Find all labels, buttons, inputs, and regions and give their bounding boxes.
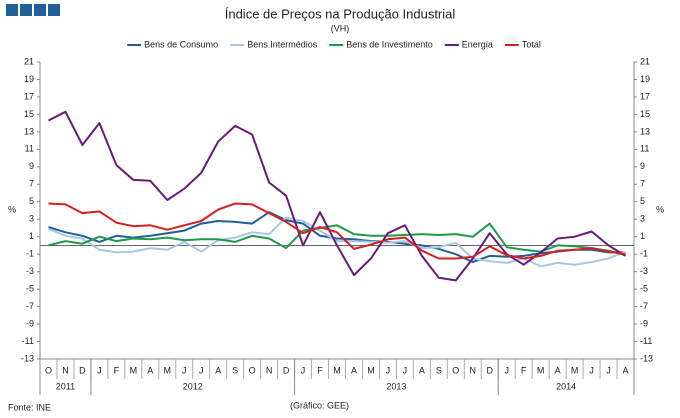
x-tick-label: A bbox=[215, 365, 221, 375]
y-tick-label: -13 bbox=[21, 353, 34, 363]
y-tick-label: -9 bbox=[26, 318, 34, 328]
y-tick-label: 17 bbox=[24, 91, 34, 101]
y-tick-label: 21 bbox=[24, 56, 34, 66]
x-tick-label: M bbox=[571, 365, 579, 375]
x-tick-label: O bbox=[452, 365, 459, 375]
y2-tick-label: -1 bbox=[640, 249, 648, 259]
y-tick-label: 3 bbox=[29, 214, 34, 224]
y2-tick-label: 17 bbox=[640, 91, 650, 101]
x-tick-label: M bbox=[130, 365, 138, 375]
year-label: 2012 bbox=[183, 381, 203, 391]
logo-block bbox=[34, 4, 46, 16]
logo-block bbox=[48, 4, 60, 16]
x-tick-label: N bbox=[266, 365, 273, 375]
x-tick-label: J bbox=[606, 365, 611, 375]
x-tick-label: M bbox=[537, 365, 545, 375]
y2-tick-label: 7 bbox=[640, 179, 645, 189]
x-tick-label: N bbox=[62, 365, 69, 375]
x-tick-label: S bbox=[232, 365, 238, 375]
y-tick-label: 11 bbox=[25, 144, 34, 154]
x-tick-label: D bbox=[486, 365, 493, 375]
y2-label: % bbox=[656, 204, 664, 214]
y-tick-label: 13 bbox=[24, 126, 34, 136]
y2-tick-label: 19 bbox=[640, 74, 650, 84]
y2-tick-label: -9 bbox=[640, 318, 648, 328]
x-tick-label: M bbox=[164, 365, 172, 375]
x-tick-label: J bbox=[199, 365, 204, 375]
x-tick-label: J bbox=[403, 365, 408, 375]
series-line bbox=[48, 222, 626, 257]
y2-tick-label: 3 bbox=[640, 214, 645, 224]
year-label: 2013 bbox=[386, 381, 406, 391]
x-tick-label: A bbox=[623, 365, 629, 375]
y-tick-label: 9 bbox=[29, 161, 34, 171]
series-line bbox=[48, 110, 627, 282]
x-tick-label: A bbox=[351, 365, 357, 375]
series-line bbox=[48, 202, 626, 260]
y-tick-label: 5 bbox=[29, 196, 34, 206]
y-tick-label: 1 bbox=[29, 231, 34, 241]
series-line bbox=[48, 211, 626, 263]
x-tick-label: J bbox=[97, 365, 102, 375]
legend-label: Bens Intermédios bbox=[247, 39, 318, 49]
y2-tick-label: 21 bbox=[640, 56, 650, 66]
y2-tick-label: -7 bbox=[640, 301, 648, 311]
x-tick-label: M bbox=[367, 365, 375, 375]
y2-tick-label: 1 bbox=[640, 231, 645, 241]
chart-title: Índice de Preços na Produção Industrial bbox=[225, 6, 456, 21]
year-label: 2011 bbox=[56, 381, 75, 391]
credit: (Gráfico: GEE) bbox=[290, 400, 349, 410]
legend-label: Bens de Investimento bbox=[346, 39, 433, 49]
x-tick-label: O bbox=[249, 365, 256, 375]
x-tick-label: J bbox=[182, 365, 187, 375]
x-tick-label: D bbox=[79, 365, 86, 375]
y-tick-label: -5 bbox=[26, 283, 34, 293]
x-tick-label: A bbox=[555, 365, 561, 375]
x-tick-label: O bbox=[45, 365, 52, 375]
x-tick-label: J bbox=[589, 365, 594, 375]
x-tick-label: D bbox=[283, 365, 290, 375]
y2-tick-label: -11 bbox=[640, 336, 652, 346]
y2-tick-label: 11 bbox=[640, 144, 649, 154]
x-tick-label: S bbox=[436, 365, 442, 375]
x-tick-label: N bbox=[470, 365, 477, 375]
y-tick-label: 19 bbox=[24, 74, 34, 84]
y2-tick-label: -5 bbox=[640, 283, 648, 293]
y2-tick-label: 5 bbox=[640, 196, 645, 206]
y2-tick-label: 15 bbox=[640, 109, 650, 119]
source: Fonte: INE bbox=[8, 402, 51, 412]
x-tick-label: A bbox=[147, 365, 153, 375]
y2-tick-label: -3 bbox=[640, 266, 648, 276]
x-tick-label: M bbox=[333, 365, 341, 375]
y2-tick-label: 13 bbox=[640, 126, 650, 136]
x-tick-label: J bbox=[301, 365, 306, 375]
x-tick-label: J bbox=[386, 365, 391, 375]
y-tick-label: 15 bbox=[24, 109, 34, 119]
x-tick-label: F bbox=[521, 365, 527, 375]
y-tick-label: -1 bbox=[26, 249, 34, 259]
x-tick-label: A bbox=[419, 365, 425, 375]
year-label: 2014 bbox=[556, 381, 576, 391]
legend-label: Energia bbox=[462, 39, 493, 49]
y2-tick-label: -13 bbox=[640, 353, 653, 363]
x-tick-label: F bbox=[317, 365, 323, 375]
y-tick-label: -11 bbox=[22, 336, 34, 346]
legend-label: Total bbox=[522, 39, 541, 49]
logo-block bbox=[20, 4, 32, 16]
x-tick-label: F bbox=[114, 365, 120, 375]
chart-subtitle: (VH) bbox=[331, 23, 350, 33]
y-tick-label: -3 bbox=[26, 266, 34, 276]
y2-tick-label: 9 bbox=[640, 161, 645, 171]
legend-label: Bens de Consumo bbox=[144, 39, 218, 49]
y-label: % bbox=[8, 204, 16, 214]
logo-block bbox=[6, 4, 18, 16]
y-tick-label: -7 bbox=[26, 301, 34, 311]
y-tick-label: 7 bbox=[29, 179, 34, 189]
x-tick-label: J bbox=[504, 365, 509, 375]
